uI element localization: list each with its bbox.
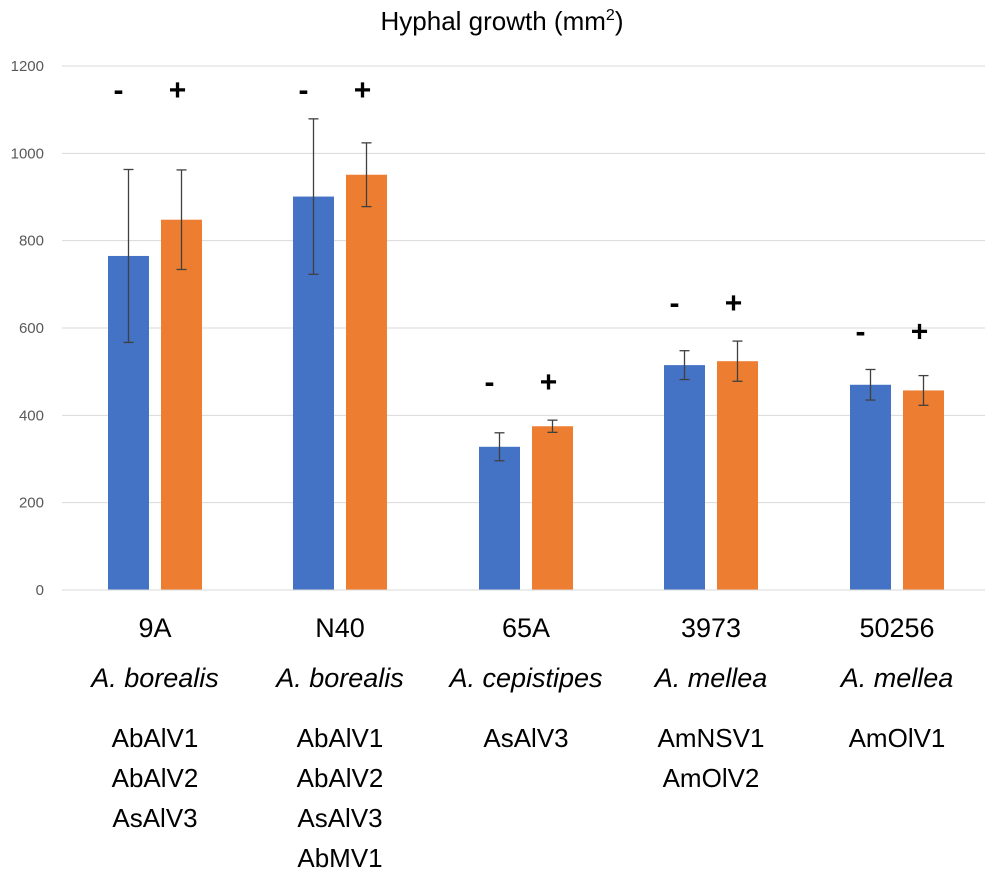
bar-minus	[479, 446, 520, 590]
bar-plus	[532, 426, 573, 590]
species-label: A. cepistipes	[447, 663, 602, 693]
virus-label: AsAlV3	[483, 723, 568, 753]
y-tick-label: 200	[19, 495, 44, 512]
treatment-label-minus: -	[670, 287, 680, 320]
virus-label: AmOlV1	[849, 723, 946, 753]
strain-label: 50256	[859, 613, 934, 643]
strain-label: N40	[315, 613, 365, 643]
bar-minus	[664, 365, 705, 590]
virus-label: AbAlV2	[297, 763, 384, 793]
virus-label: AbMV1	[297, 843, 382, 873]
bar-plus	[161, 219, 202, 590]
strain-label: 3973	[681, 613, 741, 643]
treatment-label-plus: +	[540, 366, 558, 399]
y-tick-label: 1200	[11, 58, 44, 75]
chart-title-superscript: 2	[606, 7, 615, 24]
y-tick-label: 1000	[11, 145, 44, 162]
virus-label: AbAlV1	[297, 723, 384, 753]
virus-label: AbAlV1	[112, 723, 199, 753]
virus-label: AmNSV1	[658, 723, 765, 753]
treatment-label-minus: -	[114, 74, 124, 107]
y-axis-ticks: 0 200 400 600 800 1000 1200	[11, 58, 44, 599]
species-label: A. mellea	[653, 663, 768, 693]
y-tick-label: 800	[19, 233, 44, 250]
category-labels: 9A A. borealis AbAlV1 AbAlV2 AsAlV3 N40 A. bor…	[89, 613, 953, 873]
y-tick-label: 600	[19, 320, 44, 337]
virus-label: AbAlV2	[112, 763, 199, 793]
gridlines	[62, 65, 985, 504]
virus-label: AmOlV2	[663, 763, 760, 793]
y-tick-label: 0	[36, 582, 44, 599]
treatment-label-minus: -	[856, 315, 866, 348]
y-tick-label: 400	[19, 407, 44, 424]
bar-plus	[346, 174, 387, 591]
treatment-label-minus: -	[299, 74, 309, 107]
strain-label: 9A	[138, 613, 171, 643]
treatment-labels: - + - + - + - + - +	[114, 74, 929, 399]
bar-plus	[903, 390, 944, 590]
species-label: A. mellea	[839, 663, 954, 693]
bar-plus	[717, 361, 758, 590]
treatment-label-plus: +	[169, 74, 187, 107]
species-label: A. borealis	[89, 663, 219, 693]
virus-label: AsAlV3	[112, 803, 197, 833]
treatment-label-plus: +	[354, 74, 372, 107]
strain-label: 65A	[502, 613, 550, 643]
treatment-label-minus: -	[485, 366, 495, 399]
error-bars	[123, 118, 929, 462]
species-label: A. borealis	[274, 663, 404, 693]
treatment-label-plus: +	[725, 287, 743, 320]
treatment-label-plus: +	[911, 315, 929, 348]
bar-minus	[850, 384, 891, 590]
virus-label: AsAlV3	[297, 803, 382, 833]
chart-title: Hyphal growth (mm2)	[381, 6, 624, 36]
bars	[108, 174, 944, 591]
